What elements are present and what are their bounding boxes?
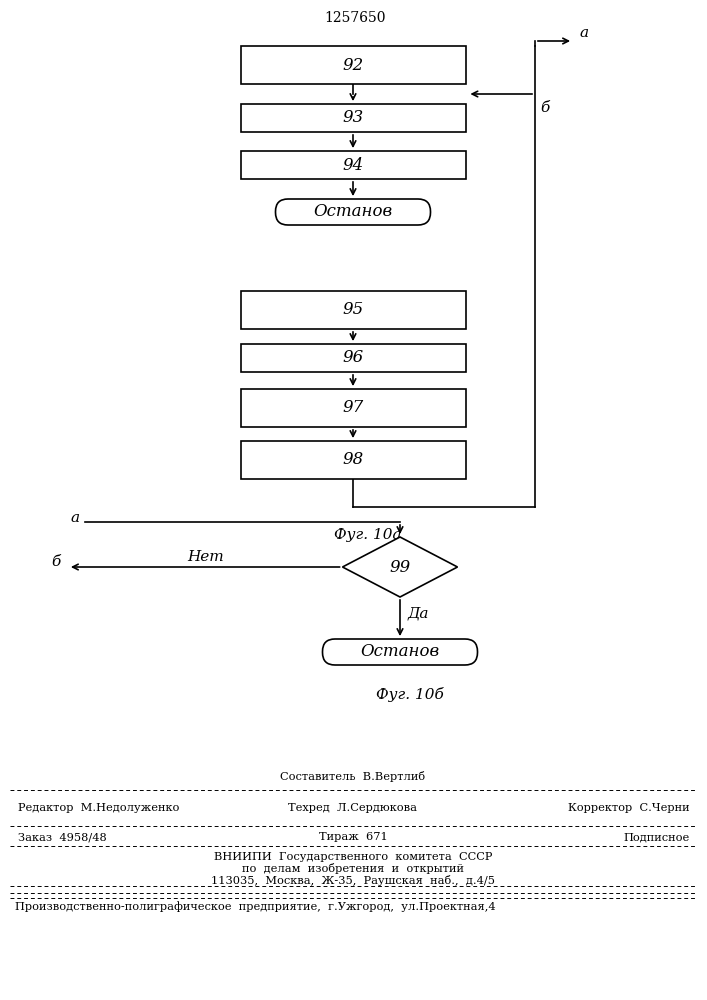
Text: Составитель  В.Вертлиб: Составитель В.Вертлиб bbox=[281, 772, 426, 782]
Text: 95: 95 bbox=[342, 302, 363, 318]
Text: 113035,  Москва,  Ж-35,  Раушская  наб.,  д.4/5: 113035, Москва, Ж-35, Раушская наб., д.4… bbox=[211, 876, 495, 886]
Text: Подписное: Подписное bbox=[624, 832, 690, 842]
FancyBboxPatch shape bbox=[276, 199, 431, 225]
Bar bbox=[240, 441, 465, 479]
Text: Останов: Останов bbox=[361, 644, 440, 660]
Bar bbox=[240, 46, 465, 84]
Bar bbox=[240, 151, 465, 179]
Text: Редактор  М.Недолуженко: Редактор М.Недолуженко bbox=[18, 803, 180, 813]
Text: Корректор  С.Черни: Корректор С.Черни bbox=[568, 803, 690, 813]
FancyBboxPatch shape bbox=[322, 639, 477, 665]
Text: Тираж  671: Тираж 671 bbox=[319, 832, 387, 842]
Text: а: а bbox=[579, 26, 588, 40]
Text: Нет: Нет bbox=[187, 550, 223, 564]
Text: б: б bbox=[51, 555, 60, 569]
Text: Заказ  4958/48: Заказ 4958/48 bbox=[18, 832, 107, 842]
Text: 96: 96 bbox=[342, 350, 363, 366]
Text: Да: Да bbox=[407, 606, 428, 620]
Text: б: б bbox=[540, 101, 549, 115]
Text: ВНИИПИ  Государственного  комитета  СССР: ВНИИПИ Государственного комитета СССР bbox=[214, 852, 492, 862]
Text: 99: 99 bbox=[390, 558, 411, 576]
Text: 97: 97 bbox=[342, 399, 363, 416]
Text: Фуг. 10а: Фуг. 10а bbox=[334, 528, 402, 542]
Text: Фуг. 10б: Фуг. 10б bbox=[376, 688, 444, 702]
Text: Техред  Л.Сердюкова: Техред Л.Сердюкова bbox=[288, 803, 418, 813]
Bar bbox=[240, 291, 465, 329]
Polygon shape bbox=[342, 537, 457, 597]
Text: 98: 98 bbox=[342, 452, 363, 468]
Text: 1257650: 1257650 bbox=[325, 11, 386, 25]
Bar bbox=[240, 389, 465, 427]
Text: Останов: Останов bbox=[313, 204, 392, 221]
Bar bbox=[240, 104, 465, 132]
Text: 94: 94 bbox=[342, 156, 363, 174]
Bar bbox=[240, 344, 465, 372]
Text: 92: 92 bbox=[342, 56, 363, 74]
Text: Производственно-полиграфическое  предприятие,  г.Ужгород,  ул.Проектная,4: Производственно-полиграфическое предприя… bbox=[15, 902, 496, 912]
Text: по  делам  изобретения  и  открытий: по делам изобретения и открытий bbox=[242, 863, 464, 874]
Text: а: а bbox=[71, 511, 80, 525]
Text: 93: 93 bbox=[342, 109, 363, 126]
